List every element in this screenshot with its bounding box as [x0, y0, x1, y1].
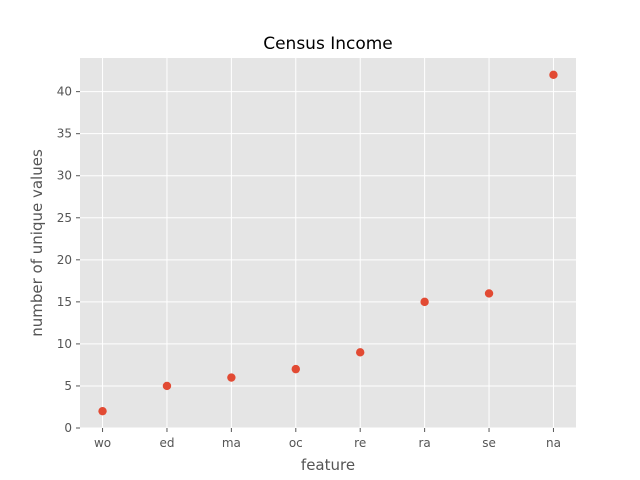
y-tick-label: 35 — [57, 127, 72, 141]
y-tick-label: 20 — [57, 253, 72, 267]
data-point-ra — [420, 297, 429, 307]
x-tick-label: ma — [222, 436, 241, 450]
y-tick-label: 10 — [57, 337, 72, 351]
y-tick-label: 25 — [57, 211, 72, 225]
data-point-re — [356, 348, 365, 357]
x-tick-label: re — [354, 436, 366, 450]
data-point-ma — [227, 373, 236, 382]
x-tick-label: se — [482, 436, 496, 450]
data-points — [98, 70, 558, 416]
plot-background — [80, 58, 576, 428]
x-tick-label: wo — [94, 436, 111, 450]
chart-title: Census Income — [263, 34, 393, 54]
data-point-se — [484, 289, 494, 298]
x-tick-label: oc — [289, 436, 303, 450]
y-axis-ticks: 0 5 10 15 20 25 30 35 40 — [57, 85, 80, 435]
data-point-na — [549, 70, 558, 80]
y-tick-label: 5 — [64, 379, 72, 393]
x-axis-label: feature — [301, 456, 355, 474]
y-tick-label: 15 — [57, 295, 72, 309]
x-tick-label: na — [546, 436, 561, 450]
data-point-wo — [98, 406, 107, 416]
data-point-oc — [291, 364, 300, 374]
y-tick-label: 30 — [57, 169, 72, 183]
y-tick-label: 40 — [57, 85, 72, 99]
y-axis-label: number of unique values — [28, 149, 46, 337]
y-tick-label: 0 — [64, 421, 72, 435]
x-tick-label: ra — [418, 436, 430, 450]
x-tick-label: ed — [159, 436, 174, 450]
x-axis-ticks: wo ed ma oc re ra se na — [94, 428, 561, 450]
data-point-ed — [162, 381, 172, 391]
